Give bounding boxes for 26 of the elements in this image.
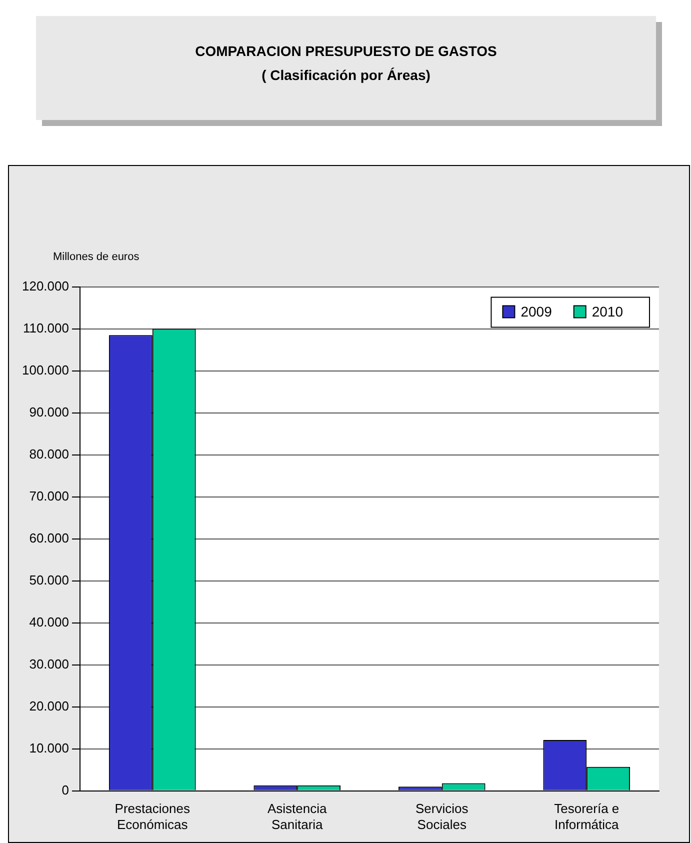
category-label: Informática bbox=[554, 816, 619, 832]
y-tick-label: 10.000 bbox=[29, 740, 69, 756]
category-label: Sociales bbox=[417, 816, 466, 832]
category-label: Económicas bbox=[116, 816, 188, 832]
y-tick-label: 50.000 bbox=[29, 572, 69, 588]
category-label: Asistencia bbox=[267, 801, 327, 816]
category-label: Servicios bbox=[415, 801, 468, 816]
chart-title: COMPARACION PRESUPUESTO DE GASTOS bbox=[194, 43, 498, 59]
y-tick-label: 60.000 bbox=[29, 530, 69, 546]
y-tick-label: 110.000 bbox=[22, 320, 69, 336]
legend-label: 2009 bbox=[520, 304, 552, 320]
y-tick-label: 0 bbox=[62, 782, 69, 798]
category-label: Sanitaria bbox=[271, 816, 323, 832]
y-tick-label: 100.000 bbox=[22, 362, 69, 378]
legend-label: 2010 bbox=[592, 304, 624, 320]
category-label: Tesorería e bbox=[554, 801, 620, 816]
y-tick-label: 20.000 bbox=[29, 698, 69, 714]
y-tick-label: 40.000 bbox=[29, 614, 69, 630]
category-label: Prestaciones bbox=[114, 801, 190, 816]
y-axis-title: Millones de euros bbox=[53, 251, 140, 263]
y-tick-label: 90.000 bbox=[29, 404, 69, 420]
y-tick-label: 70.000 bbox=[29, 488, 69, 504]
y-tick-label: 120.000 bbox=[22, 278, 69, 294]
y-tick-label: 80.000 bbox=[29, 446, 69, 462]
y-tick-label: 30.000 bbox=[29, 656, 69, 672]
chart-subtitle: ( Clasificación por Áreas) bbox=[260, 67, 432, 83]
